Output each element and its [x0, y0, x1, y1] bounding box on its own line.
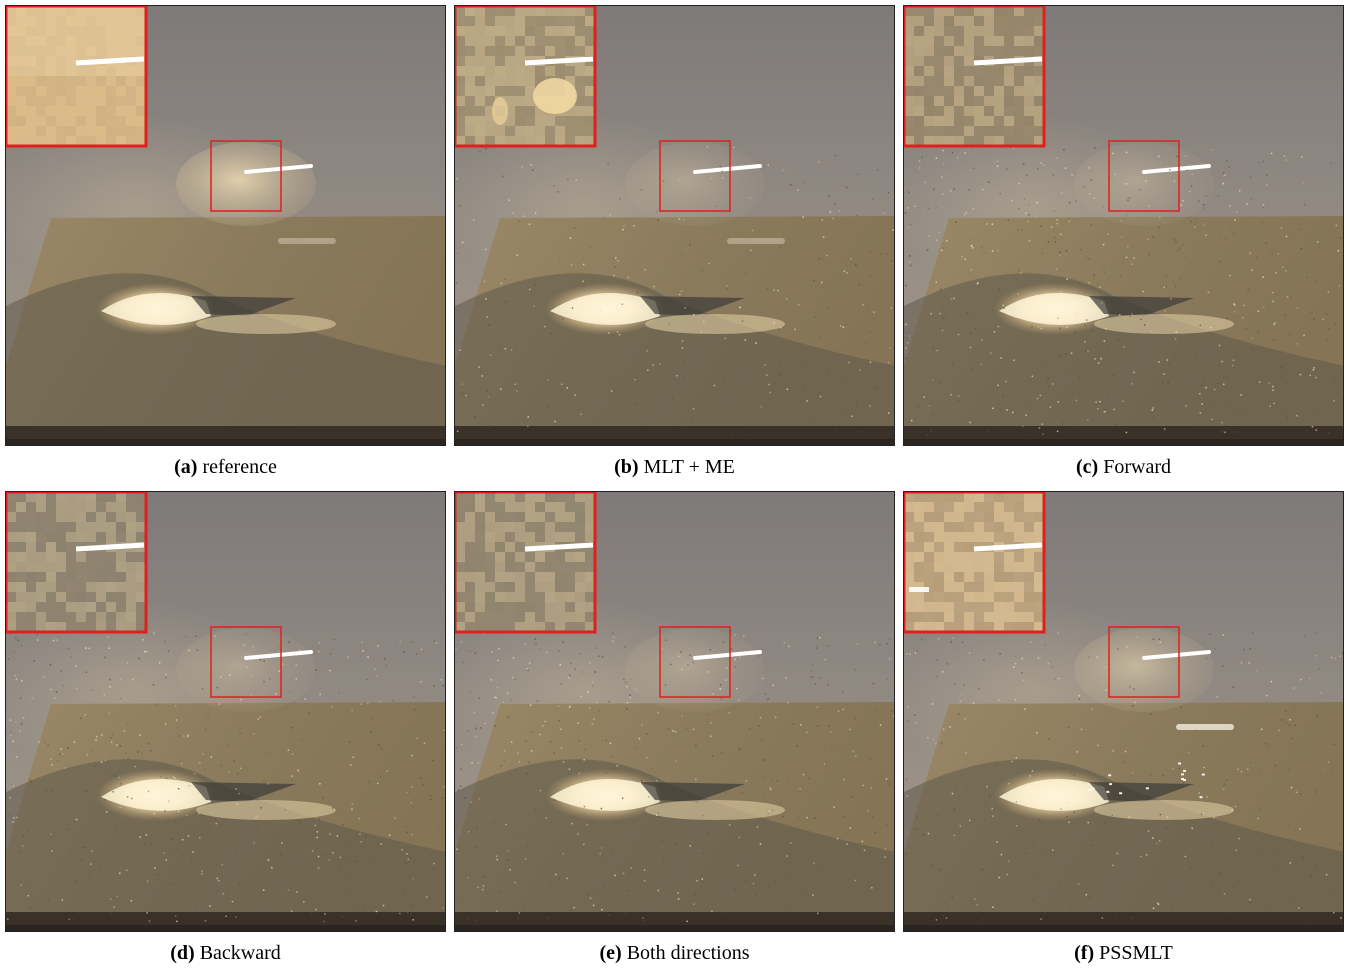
- caption-e-letter: (e): [599, 942, 622, 964]
- render-c: [904, 6, 1343, 445]
- panel-b-image: [454, 5, 895, 446]
- caption-c: (c) Forward: [903, 455, 1344, 479]
- caption-a-label: reference: [202, 456, 277, 478]
- caption-c-letter: (c): [1076, 456, 1099, 478]
- render-b: [455, 6, 894, 445]
- caption-c-label: Forward: [1103, 456, 1171, 478]
- caption-b-label: MLT + ME: [643, 456, 735, 478]
- render-d: [6, 492, 445, 931]
- caption-e-label: Both directions: [626, 942, 750, 964]
- caption-b-letter: (b): [614, 456, 639, 478]
- caption-d: (d) Backward: [5, 941, 446, 965]
- caption-f-letter: (f): [1074, 942, 1095, 964]
- caption-f: (f) PSSMLT: [903, 941, 1344, 965]
- panel-c-image: [903, 5, 1344, 446]
- caption-a: (a) reference: [5, 455, 446, 479]
- caption-a-letter: (a): [174, 456, 198, 478]
- render-a: [6, 6, 445, 445]
- caption-b: (b) MLT + ME: [454, 455, 895, 479]
- caption-f-label: PSSMLT: [1099, 942, 1173, 964]
- panel-e-image: [454, 491, 895, 932]
- panel-a-image: [5, 5, 446, 446]
- render-e: [455, 492, 894, 931]
- panel-d-image: [5, 491, 446, 932]
- panel-f-image: [903, 491, 1344, 932]
- caption-d-letter: (d): [170, 942, 195, 964]
- caption-e: (e) Both directions: [454, 941, 895, 965]
- caption-d-label: Backward: [199, 942, 281, 964]
- render-f: [904, 492, 1343, 931]
